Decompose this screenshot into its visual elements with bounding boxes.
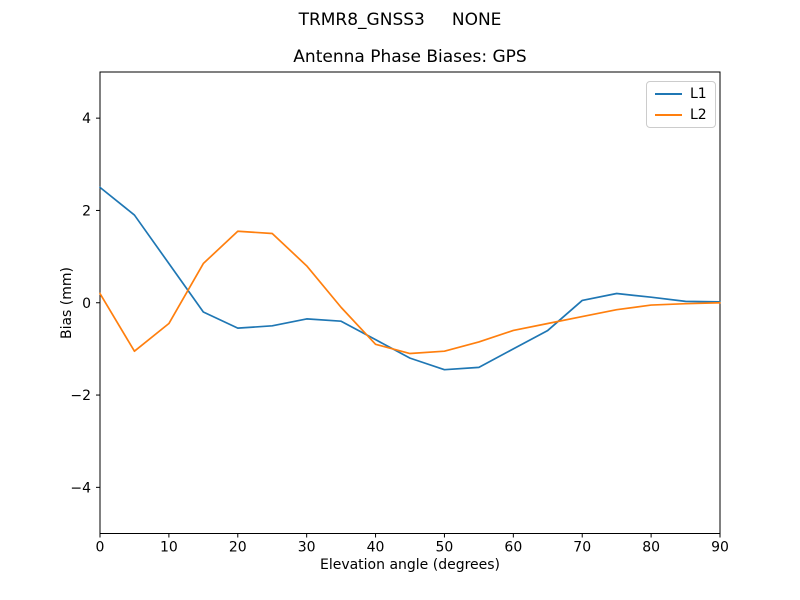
axes-spines (99, 71, 721, 534)
legend-line-l2-icon (655, 114, 682, 116)
x-tick-label: 50 (436, 540, 454, 556)
x-tick-label: 60 (504, 540, 522, 556)
y-tick-label: 2 (82, 203, 91, 219)
x-tick-label: 40 (367, 540, 385, 556)
legend-label-l1: L1 (690, 86, 707, 102)
x-tick-label: 10 (160, 540, 178, 556)
series-line-l1 (99, 186, 721, 371)
y-tick-label: 0 (82, 296, 91, 312)
x-tick-label: 90 (711, 540, 729, 556)
legend-item-l1: L1 (655, 87, 707, 101)
legend-line-l1-icon (655, 93, 682, 95)
figure-title: TRMR8_GNSS3 NONE (298, 10, 502, 30)
y-tick-label: 4 (82, 111, 91, 127)
legend-item-l2: L2 (655, 108, 707, 122)
legend: L1 L2 (646, 81, 716, 128)
x-tick-label: 80 (642, 540, 660, 556)
y-axis-label: Bias (mm) (59, 266, 75, 340)
x-tick-label: 20 (229, 540, 247, 556)
x-tick-label: 30 (298, 540, 316, 556)
y-tick-label: −4 (70, 480, 91, 496)
series-line-l2 (99, 230, 721, 355)
axes-title: Antenna Phase Biases: GPS (293, 47, 527, 67)
y-tick-label: −2 (70, 388, 91, 404)
x-tick-label: 0 (96, 540, 105, 556)
x-axis-label: Elevation angle (degrees) (319, 557, 501, 573)
x-tick-label: 70 (573, 540, 591, 556)
legend-label-l2: L2 (690, 107, 707, 123)
